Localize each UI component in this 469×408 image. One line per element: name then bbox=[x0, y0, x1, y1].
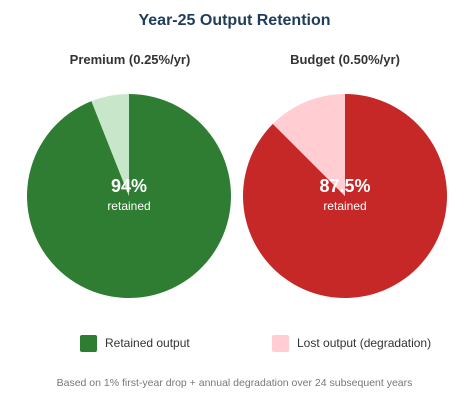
budget-pie: 87.5% retained bbox=[243, 93, 448, 298]
legend-item-lost: Lost output (degradation) bbox=[272, 334, 431, 352]
budget-pie-title: Budget (0.50%/yr) bbox=[290, 52, 400, 67]
legend-swatch-retained bbox=[80, 334, 97, 352]
budget-sub-label: retained bbox=[323, 199, 366, 213]
chart-title: Year-25 Output Retention bbox=[138, 12, 331, 29]
legend-swatch-lost bbox=[272, 334, 289, 352]
premium-pie-title: Premium (0.25%/yr) bbox=[69, 52, 191, 67]
budget-slice-lost bbox=[272, 94, 345, 196]
legend-label-lost: Lost output (degradation) bbox=[297, 336, 432, 350]
legend-label-retained: Retained output bbox=[105, 336, 190, 350]
premium-sub-label: retained bbox=[107, 199, 150, 213]
premium-slice-lost bbox=[91, 94, 129, 196]
footnote: Based on 1% first-year drop + annual deg… bbox=[56, 377, 413, 389]
premium-value-label: 94% bbox=[111, 176, 147, 196]
budget-slice-retained bbox=[243, 93, 448, 298]
premium-pie: 94% retained bbox=[26, 94, 231, 298]
budget-value-label: 87.5% bbox=[319, 176, 370, 196]
legend-item-retained: Retained output bbox=[80, 334, 190, 352]
